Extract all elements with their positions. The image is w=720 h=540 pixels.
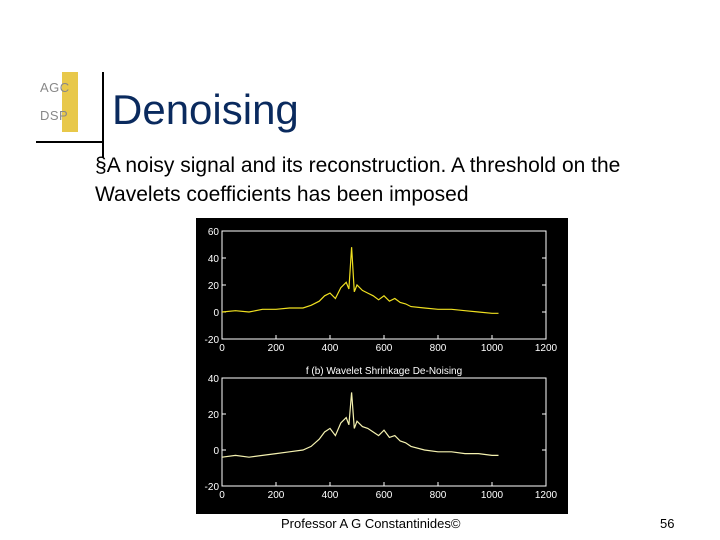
y-tick-label: 20 — [208, 410, 220, 421]
y-tick-label: 60 — [208, 227, 220, 238]
x-tick-label: 800 — [430, 490, 447, 501]
y-tick-label: 20 — [208, 281, 220, 292]
y-tick-label: 0 — [213, 446, 219, 457]
bullet-item: §A noisy signal and its reconstruction. … — [95, 151, 695, 209]
divider-horizontal — [36, 141, 102, 143]
y-tick-label: -20 — [205, 482, 220, 493]
divider-vertical — [102, 72, 104, 158]
slide-title: Denoising — [112, 86, 299, 133]
x-tick-label: 400 — [322, 343, 339, 354]
x-tick-label: 1000 — [481, 343, 504, 354]
logo-text-dsp: DSP — [40, 108, 69, 123]
x-tick-label: 200 — [268, 343, 285, 354]
x-tick-label: 800 — [430, 343, 447, 354]
y-tick-label: -20 — [205, 335, 220, 346]
x-tick-label: 1000 — [481, 490, 504, 501]
x-tick-label: 0 — [219, 343, 225, 354]
y-tick-label: 0 — [213, 308, 219, 319]
x-tick-label: 600 — [376, 490, 393, 501]
logo-bar — [62, 72, 78, 132]
x-tick-label: 1200 — [535, 343, 558, 354]
page-number: 56 — [660, 516, 675, 531]
x-tick-label: 200 — [268, 490, 285, 501]
x-tick-label: 1200 — [535, 490, 558, 501]
chart-title: f (b) Wavelet Shrinkage De-Noising — [306, 366, 462, 377]
logo-text-agc: AGC — [40, 80, 70, 95]
bullet-marker: § — [95, 154, 107, 177]
y-tick-label: 40 — [208, 254, 220, 265]
bullet-text: A noisy signal and its reconstruction. A… — [95, 154, 621, 206]
x-tick-label: 0 — [219, 490, 225, 501]
signal-line — [221, 392, 499, 458]
x-tick-label: 600 — [376, 343, 393, 354]
signal-line — [221, 247, 499, 314]
x-tick-label: 400 — [322, 490, 339, 501]
y-tick-label: 40 — [208, 374, 220, 385]
plot-background — [196, 218, 568, 514]
footer-author: Professor A G Constantinides© — [281, 516, 461, 531]
